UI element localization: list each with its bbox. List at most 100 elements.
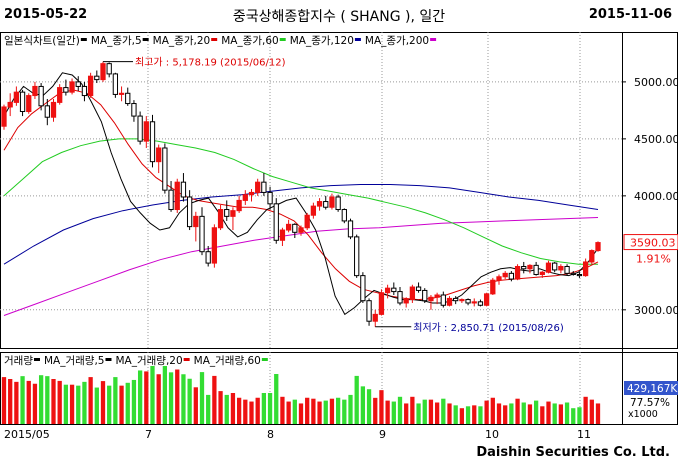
volume-bar bbox=[546, 401, 551, 424]
last-volume-label: 429,167K bbox=[627, 383, 678, 395]
volume-bar bbox=[397, 396, 403, 424]
volume-bar bbox=[298, 403, 304, 424]
volume-bar bbox=[540, 406, 545, 424]
candle bbox=[217, 209, 224, 229]
candle bbox=[354, 236, 360, 277]
volume-bar bbox=[20, 376, 25, 424]
candle bbox=[7, 101, 13, 108]
volume-bar bbox=[94, 387, 99, 424]
candle bbox=[137, 115, 143, 142]
candle bbox=[50, 101, 57, 118]
candle bbox=[32, 85, 38, 97]
y-tick-label: 5000.00 bbox=[634, 76, 678, 89]
last-change-label: 1.91% bbox=[636, 253, 671, 266]
x-tick-label: 7 bbox=[145, 428, 152, 441]
volume-bar bbox=[76, 385, 81, 424]
legend-label: MA_종가,60 bbox=[221, 35, 279, 47]
candle bbox=[378, 292, 385, 315]
candle bbox=[38, 85, 44, 107]
candle bbox=[255, 181, 261, 193]
candle bbox=[273, 203, 279, 241]
y-tick-label: 4500.00 bbox=[634, 133, 678, 146]
candle bbox=[595, 242, 601, 252]
candle bbox=[13, 91, 20, 103]
volume-bar bbox=[447, 403, 452, 424]
candle bbox=[162, 147, 168, 191]
volume-bar bbox=[224, 394, 229, 424]
volume-bar bbox=[552, 403, 557, 424]
volume-bar bbox=[119, 385, 124, 424]
volume-bar bbox=[88, 377, 93, 424]
candle bbox=[112, 73, 119, 95]
candle bbox=[347, 220, 354, 238]
candle bbox=[335, 196, 341, 211]
volume-legend-label: 거래량 bbox=[4, 355, 33, 367]
volume-bar bbox=[373, 397, 378, 424]
candle bbox=[508, 272, 515, 280]
volume-bar bbox=[131, 379, 137, 424]
volume-bar bbox=[490, 397, 495, 424]
volume-bar bbox=[280, 396, 285, 424]
candle bbox=[360, 275, 366, 302]
candle bbox=[180, 181, 187, 198]
candle bbox=[298, 227, 304, 233]
legend-swatch bbox=[211, 38, 218, 41]
candle bbox=[521, 266, 527, 270]
candle bbox=[453, 297, 459, 302]
volume-bar bbox=[428, 399, 434, 424]
candle bbox=[422, 289, 428, 302]
volume-bar bbox=[311, 398, 316, 424]
volume-bar bbox=[305, 397, 310, 424]
candle bbox=[341, 209, 347, 222]
candle bbox=[199, 215, 205, 253]
candle bbox=[415, 286, 422, 291]
candle bbox=[143, 121, 149, 142]
candle bbox=[75, 81, 81, 87]
candle bbox=[366, 300, 372, 322]
volume-bar bbox=[218, 391, 223, 424]
candle bbox=[409, 286, 416, 301]
candle bbox=[533, 264, 539, 275]
candle bbox=[496, 276, 502, 281]
volume-bar bbox=[243, 399, 248, 424]
low-annotation: 최저가 : 2,850.71 (2015/08/26) bbox=[413, 322, 564, 334]
volume-bar bbox=[150, 366, 155, 424]
volume-bar bbox=[595, 403, 601, 424]
volume-bar bbox=[465, 406, 471, 424]
ma60-line bbox=[3, 138, 598, 265]
candle bbox=[81, 85, 88, 97]
volume-bar bbox=[564, 402, 570, 424]
candle bbox=[490, 279, 496, 295]
candle bbox=[403, 299, 409, 304]
volume-bar bbox=[45, 376, 50, 424]
candle bbox=[589, 250, 595, 263]
candle bbox=[1, 106, 7, 127]
candle bbox=[552, 262, 558, 271]
candle bbox=[459, 299, 465, 302]
volume-bar bbox=[181, 374, 186, 424]
volume-bar bbox=[385, 400, 390, 424]
volume-legend-label: MA_거래량,20 bbox=[115, 355, 182, 367]
volume-legend-swatch bbox=[33, 358, 40, 361]
volume-bar bbox=[14, 381, 19, 424]
volume-bar bbox=[472, 405, 477, 424]
volume-bar bbox=[422, 399, 427, 424]
volume-bar bbox=[82, 381, 87, 424]
y-tick-label: 3000.00 bbox=[634, 304, 678, 317]
candle bbox=[304, 214, 310, 229]
x-tick-label: 10 bbox=[485, 428, 499, 441]
volume-unit-label: x1000 bbox=[628, 409, 658, 420]
candle bbox=[558, 266, 564, 271]
high-annotation: 최고가 : 5,178.19 (2015/06/12) bbox=[135, 57, 286, 69]
volume-bar bbox=[521, 402, 526, 424]
volume-bar bbox=[589, 399, 594, 424]
candle bbox=[440, 294, 446, 306]
candle bbox=[279, 229, 286, 241]
legend-swatch bbox=[430, 38, 437, 41]
volume-bar bbox=[63, 384, 69, 424]
candle bbox=[230, 210, 236, 217]
candle bbox=[69, 81, 75, 93]
volume-bar bbox=[100, 381, 106, 424]
legend-label: 일본식차트(일간) bbox=[4, 34, 80, 47]
volume-bar bbox=[323, 400, 328, 424]
